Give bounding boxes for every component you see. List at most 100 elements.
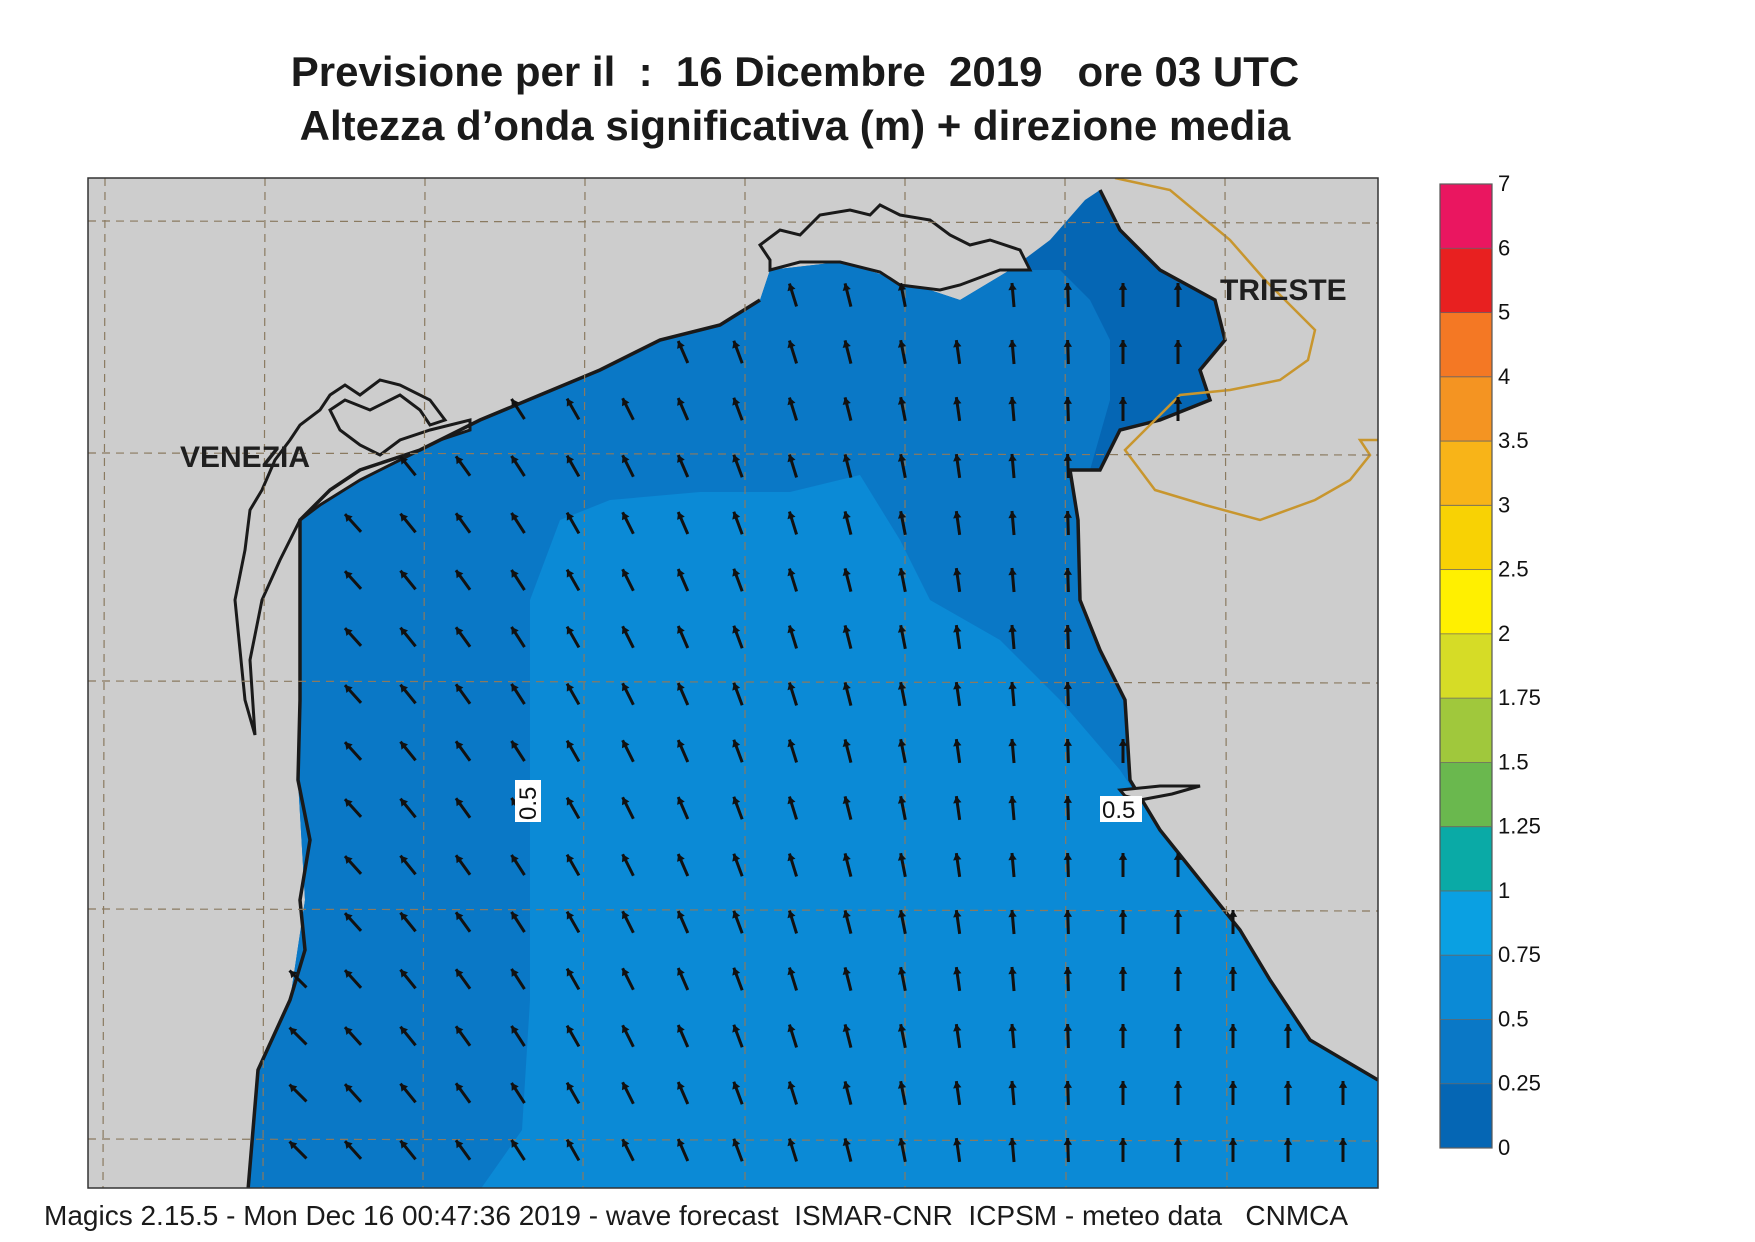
wave-arrow: [510, 569, 526, 591]
legend-band: [1440, 376, 1492, 442]
wave-arrow: [454, 740, 472, 762]
wave-arrow: [1283, 1024, 1293, 1048]
wave-arrow: [1063, 282, 1073, 308]
wave-arrow: [676, 625, 690, 649]
wave-arrow: [1063, 624, 1073, 650]
wave-arrow: [897, 396, 907, 422]
wave-arrow: [897, 681, 907, 707]
wave-arrow: [454, 455, 472, 477]
wave-arrow: [565, 682, 581, 706]
wave-arrow: [842, 510, 853, 536]
wave-arrow: [1063, 510, 1073, 536]
wave-arrow: [343, 570, 363, 590]
wave-arrow: [676, 910, 690, 934]
wave-arrow: [1118, 853, 1128, 877]
wave-arrow: [1283, 1081, 1293, 1105]
wave-arrow: [897, 339, 907, 365]
wave-arrow: [399, 740, 417, 762]
graticule: [88, 178, 1378, 1188]
wave-direction-arrows: [288, 282, 1348, 1163]
wave-arrow: [621, 568, 635, 592]
wave-arrow: [510, 1082, 526, 1104]
wave-arrow: [565, 910, 581, 934]
wave-arrow: [510, 854, 526, 876]
wave-arrow: [842, 738, 853, 764]
wave-arrow: [565, 625, 581, 649]
wave-arrow: [1008, 795, 1017, 821]
wave-arrow: [621, 967, 635, 991]
wave-arrow: [343, 798, 363, 818]
wave-arrow: [1008, 624, 1017, 650]
wave-arrow: [953, 624, 962, 650]
wave-arrow: [343, 741, 363, 761]
wave-arrow: [787, 568, 798, 592]
wave-arrow: [1118, 967, 1128, 991]
wave-arrow: [510, 740, 526, 762]
wave-arrow: [897, 282, 907, 308]
wave-arrow: [897, 1137, 907, 1163]
wave-arrow: [1008, 1080, 1017, 1106]
wave-arrow: [510, 455, 526, 477]
wave-arrow: [953, 1137, 962, 1163]
legend-tick-label: 7: [1498, 171, 1510, 196]
wave-arrow: [842, 852, 853, 878]
wave-arrow: [676, 454, 690, 478]
wave-arrow: [1008, 510, 1017, 536]
wave-arrow: [621, 625, 635, 649]
wave-arrow: [565, 1024, 581, 1048]
wave-arrow: [621, 511, 635, 535]
west-coastline: [246, 298, 761, 1188]
wave-arrow: [288, 1140, 308, 1160]
wave-arrow: [399, 854, 417, 876]
wave-arrow: [399, 911, 417, 933]
legend-band: [1440, 505, 1492, 571]
wave-arrow: [454, 854, 472, 876]
wave-arrow: [842, 396, 853, 422]
wave-arrow: [732, 454, 744, 478]
wave-arrow: [454, 1082, 472, 1104]
wave-arrow: [897, 1023, 907, 1049]
wave-arrow: [732, 340, 744, 364]
legend-tick-label: 2.5: [1498, 557, 1529, 582]
wave-arrow: [1118, 340, 1128, 364]
wave-arrow: [897, 624, 907, 650]
map-title: Previsione per il : 16 Dicembre 2019 ore…: [290, 48, 1300, 95]
map-frame: [87, 177, 1379, 1189]
wave-arrow: [399, 683, 417, 705]
wave-arrow: [842, 624, 853, 650]
legend-band: [1440, 1083, 1492, 1149]
wave-arrow: [565, 967, 581, 991]
wave-arrow: [676, 853, 690, 877]
wave-arrow: [676, 340, 690, 364]
wave-arrow: [1008, 396, 1017, 422]
wave-arrow: [953, 852, 962, 878]
legend-tick-label: 0.75: [1498, 942, 1541, 967]
wave-arrow: [1118, 1138, 1128, 1162]
wave-arrow: [732, 967, 744, 991]
wave-arrow: [288, 1083, 308, 1103]
wave-arrow: [1173, 967, 1183, 991]
legend-band: [1440, 1019, 1492, 1085]
wave-arrow: [1008, 681, 1017, 707]
wave-arrow: [399, 797, 417, 819]
wave-arrow: [842, 1080, 853, 1106]
legend-band: [1440, 698, 1492, 763]
wave-arrow: [454, 683, 472, 705]
wave-arrow: [1008, 966, 1017, 992]
wave-arrow: [897, 966, 907, 992]
wave-arrow: [676, 511, 690, 535]
wave-arrow: [1008, 1023, 1017, 1049]
wave-arrow: [732, 397, 744, 421]
wave-arrow: [565, 1138, 581, 1162]
wave-arrow: [787, 283, 798, 307]
wave-arrow: [1173, 1138, 1183, 1162]
wave-arrow: [953, 453, 962, 479]
grado-lagoon: [757, 203, 1033, 292]
wave-arrow: [510, 398, 526, 420]
wave-arrow: [676, 1081, 690, 1105]
contour-label-left: 0.5: [515, 780, 542, 822]
legend-band: [1440, 890, 1492, 956]
wave-arrow: [1063, 795, 1073, 821]
wave-arrow: [621, 910, 635, 934]
legend-band: [1440, 633, 1492, 699]
